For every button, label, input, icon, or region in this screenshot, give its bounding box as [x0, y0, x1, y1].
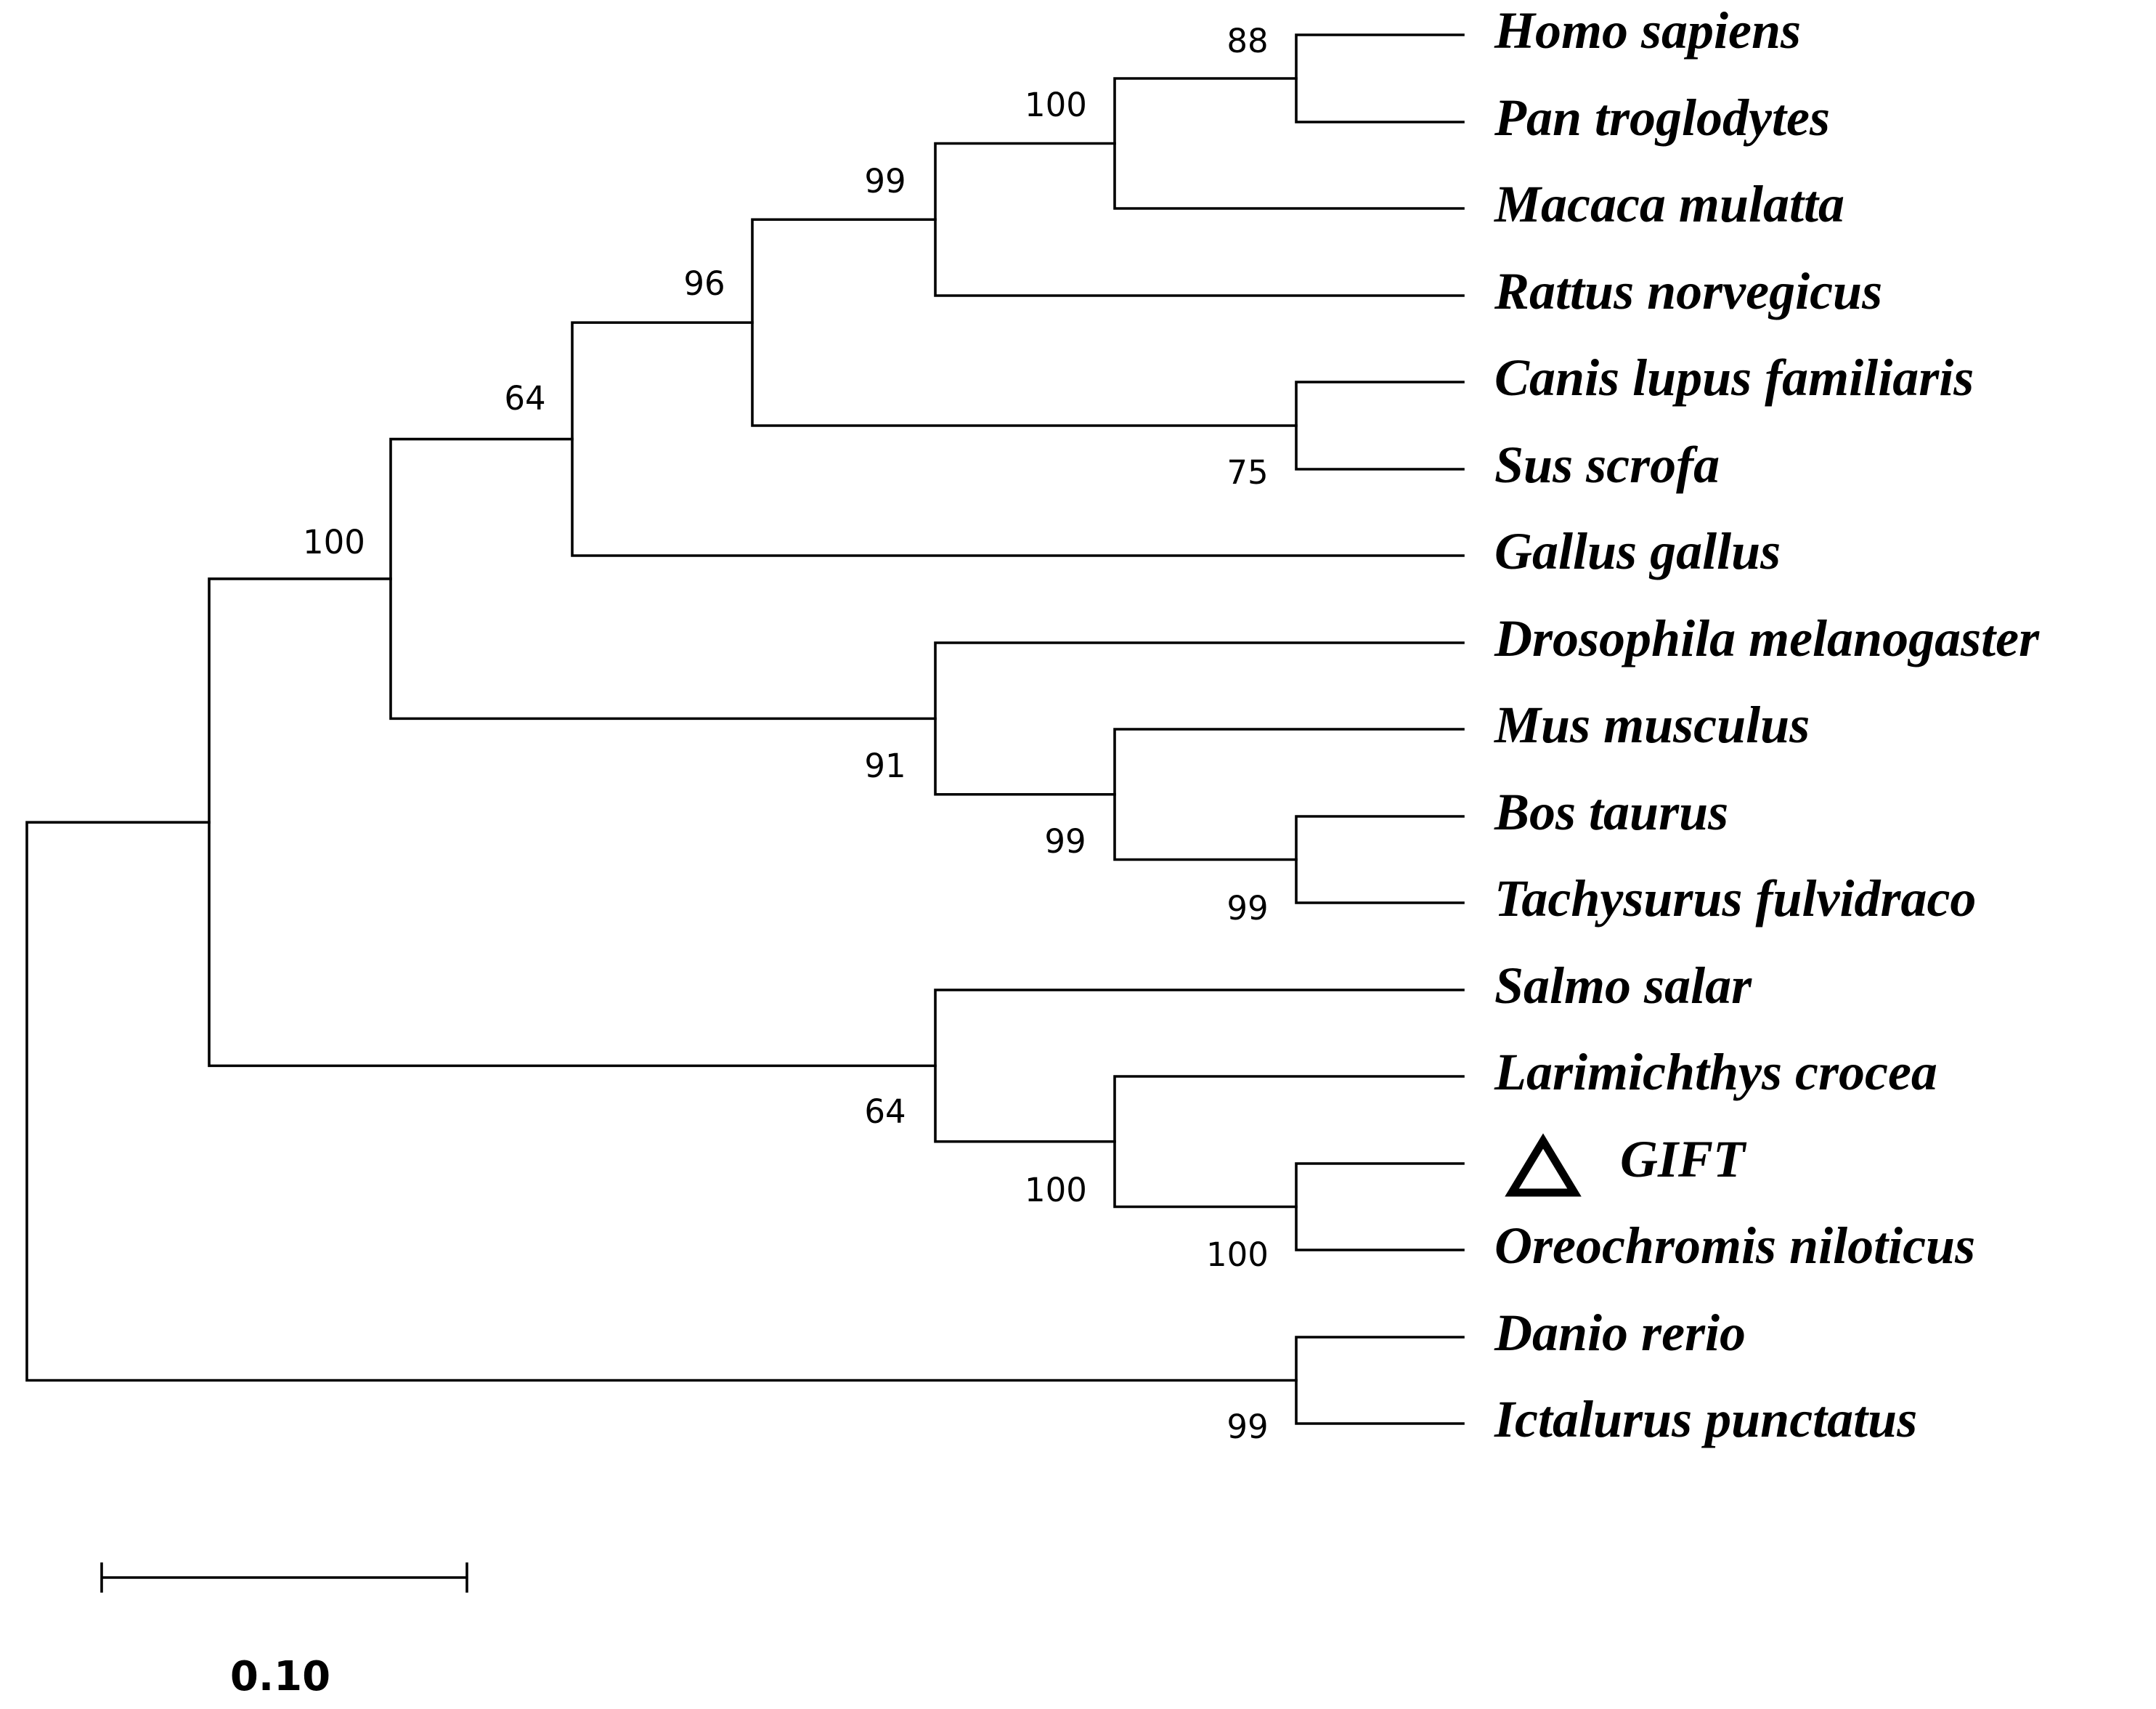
tree-node-branch	[934, 989, 1465, 1143]
tree-node-branch	[1295, 1336, 1465, 1425]
taxon-label: Oreochromis niloticus	[1494, 1217, 1975, 1275]
support-primates-rattus: 99	[864, 162, 906, 200]
tree-node-branch	[1113, 728, 1465, 861]
support-canis-sus: 75	[1227, 453, 1268, 492]
taxon-label: Bos taurus	[1494, 783, 1728, 841]
taxon-label: Ictalurus punctatus	[1494, 1390, 1917, 1448]
taxon-label: Larimichthys crocea	[1494, 1043, 1937, 1101]
taxon-label: Tachysurus fulvidraco	[1494, 869, 1976, 927]
support-values: 88 100 99 75 96 64 99 99 91 100 100 100 …	[303, 22, 1269, 1446]
taxon-label: Macaca mulatta	[1494, 175, 1844, 233]
taxon-label: Sus scrofa	[1494, 436, 1720, 494]
support-drosophila-group: 91	[864, 747, 906, 785]
taxon-label: Rattus norvegicus	[1494, 262, 1882, 320]
support-gift-oreochromis: 100	[1206, 1235, 1269, 1274]
tree-node-branch	[1113, 1075, 1465, 1209]
triangle-marker-icon	[1505, 1133, 1582, 1197]
tree-node-branch	[25, 821, 1298, 1382]
taxon-label: Danio rerio	[1494, 1304, 1746, 1362]
tree-node-branch	[1295, 33, 1465, 123]
tree-node-branch	[1295, 381, 1465, 471]
taxon-labels: Homo sapiens Pan troglodytes Macaca mula…	[1494, 1, 2040, 1448]
taxon-label: Gallus gallus	[1494, 522, 1781, 580]
taxon-label: Mus musculus	[1494, 696, 1810, 754]
support-homo-pan-macaca: 100	[1025, 86, 1087, 124]
tree-node-branch	[389, 437, 937, 720]
taxon-label: Salmo salar	[1494, 957, 1752, 1015]
support-with-gallus: 64	[504, 379, 545, 418]
support-bos-tachysurus: 99	[1227, 889, 1268, 927]
support-mammal-group: 96	[683, 264, 725, 303]
support-danio-ictalurus: 99	[1227, 1408, 1268, 1446]
taxon-label: Homo sapiens	[1494, 1, 1801, 60]
support-mus-group: 99	[1044, 822, 1086, 861]
tree-node-branch	[1113, 77, 1465, 210]
support-salmo-group: 64	[864, 1092, 906, 1131]
tree-node-branch	[571, 321, 1465, 557]
taxon-label-gift: GIFT	[1620, 1130, 1747, 1188]
tree-node-branch	[751, 218, 1298, 427]
taxon-label: Canis lupus familiaris	[1494, 349, 1974, 407]
support-homo-pan: 88	[1227, 22, 1268, 60]
tree-node-branch	[208, 577, 937, 1068]
tree-node-branch	[1295, 1162, 1465, 1251]
taxon-label: Pan troglodytes	[1494, 89, 1830, 147]
taxon-label: Drosophila melanogaster	[1494, 609, 2040, 667]
tree-node-branch	[1295, 815, 1465, 904]
scale-bar: 0.10	[100, 1562, 468, 1700]
scale-bar-label: 0.10	[230, 1653, 330, 1700]
tree-node-branch	[934, 641, 1465, 796]
support-upper-clade: 100	[303, 523, 365, 561]
tree-node-branch	[934, 142, 1465, 297]
support-larimichthys-group: 100	[1025, 1171, 1087, 1209]
scale-bar-line	[100, 1562, 468, 1593]
tree-branches	[25, 33, 1465, 1425]
